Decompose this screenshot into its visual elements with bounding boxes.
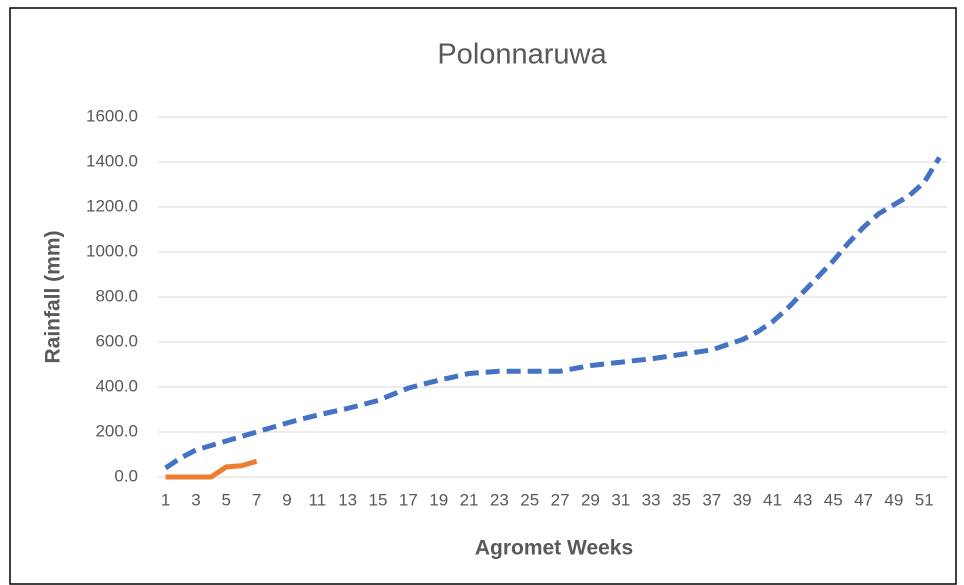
x-tick-label: 33 [642,490,661,509]
y-tick-label: 200.0 [95,421,138,440]
y-tick-label: 1000.0 [86,241,138,260]
x-tick-label: 11 [308,490,326,509]
x-tick-label: 15 [369,490,388,509]
y-axis-label: Rainfall (mm) [42,230,65,363]
x-tick-label: 9 [282,490,291,509]
x-tick-label: 29 [581,490,600,509]
x-tick-label: 45 [824,490,843,509]
x-tick-label: 23 [490,490,509,509]
x-tick-label: 13 [338,490,357,509]
x-tick-label: 47 [854,490,873,509]
series-line [165,458,258,480]
x-tick-label: 7 [252,490,261,509]
y-tick-label: 1600.0 [86,106,138,125]
x-tick-label: 25 [520,490,539,509]
y-tick-label: 1400.0 [86,151,138,170]
y-tick-label: 1200.0 [86,196,138,215]
y-tick-label: 800.0 [95,286,138,305]
y-tick-label: 0.0 [114,466,138,485]
x-tick-label: 3 [191,490,200,509]
x-tick-label: 35 [672,490,691,509]
x-tick-label: 51 [915,490,934,509]
x-tick-label: 5 [222,490,231,509]
x-tick-label: 17 [399,490,418,509]
x-tick-label: 1 [161,490,170,509]
x-tick-label: 37 [702,490,721,509]
x-tick-label: 41 [763,490,782,509]
x-tick-label: 49 [884,490,903,509]
x-tick-label: 31 [611,490,630,509]
x-tick-label: 39 [733,490,752,509]
x-tick-label: 21 [460,490,479,509]
x-tick-label: 43 [793,490,812,509]
y-tick-label: 600.0 [95,331,138,350]
x-tick-label: 19 [429,490,448,509]
chart-border [9,7,957,585]
x-tick-label: 27 [551,490,570,509]
y-tick-label: 400.0 [95,376,138,395]
series-line [164,156,942,471]
chart-title: Polonnaruwa [437,39,607,71]
x-axis-label: Agromet Weeks [475,537,633,560]
